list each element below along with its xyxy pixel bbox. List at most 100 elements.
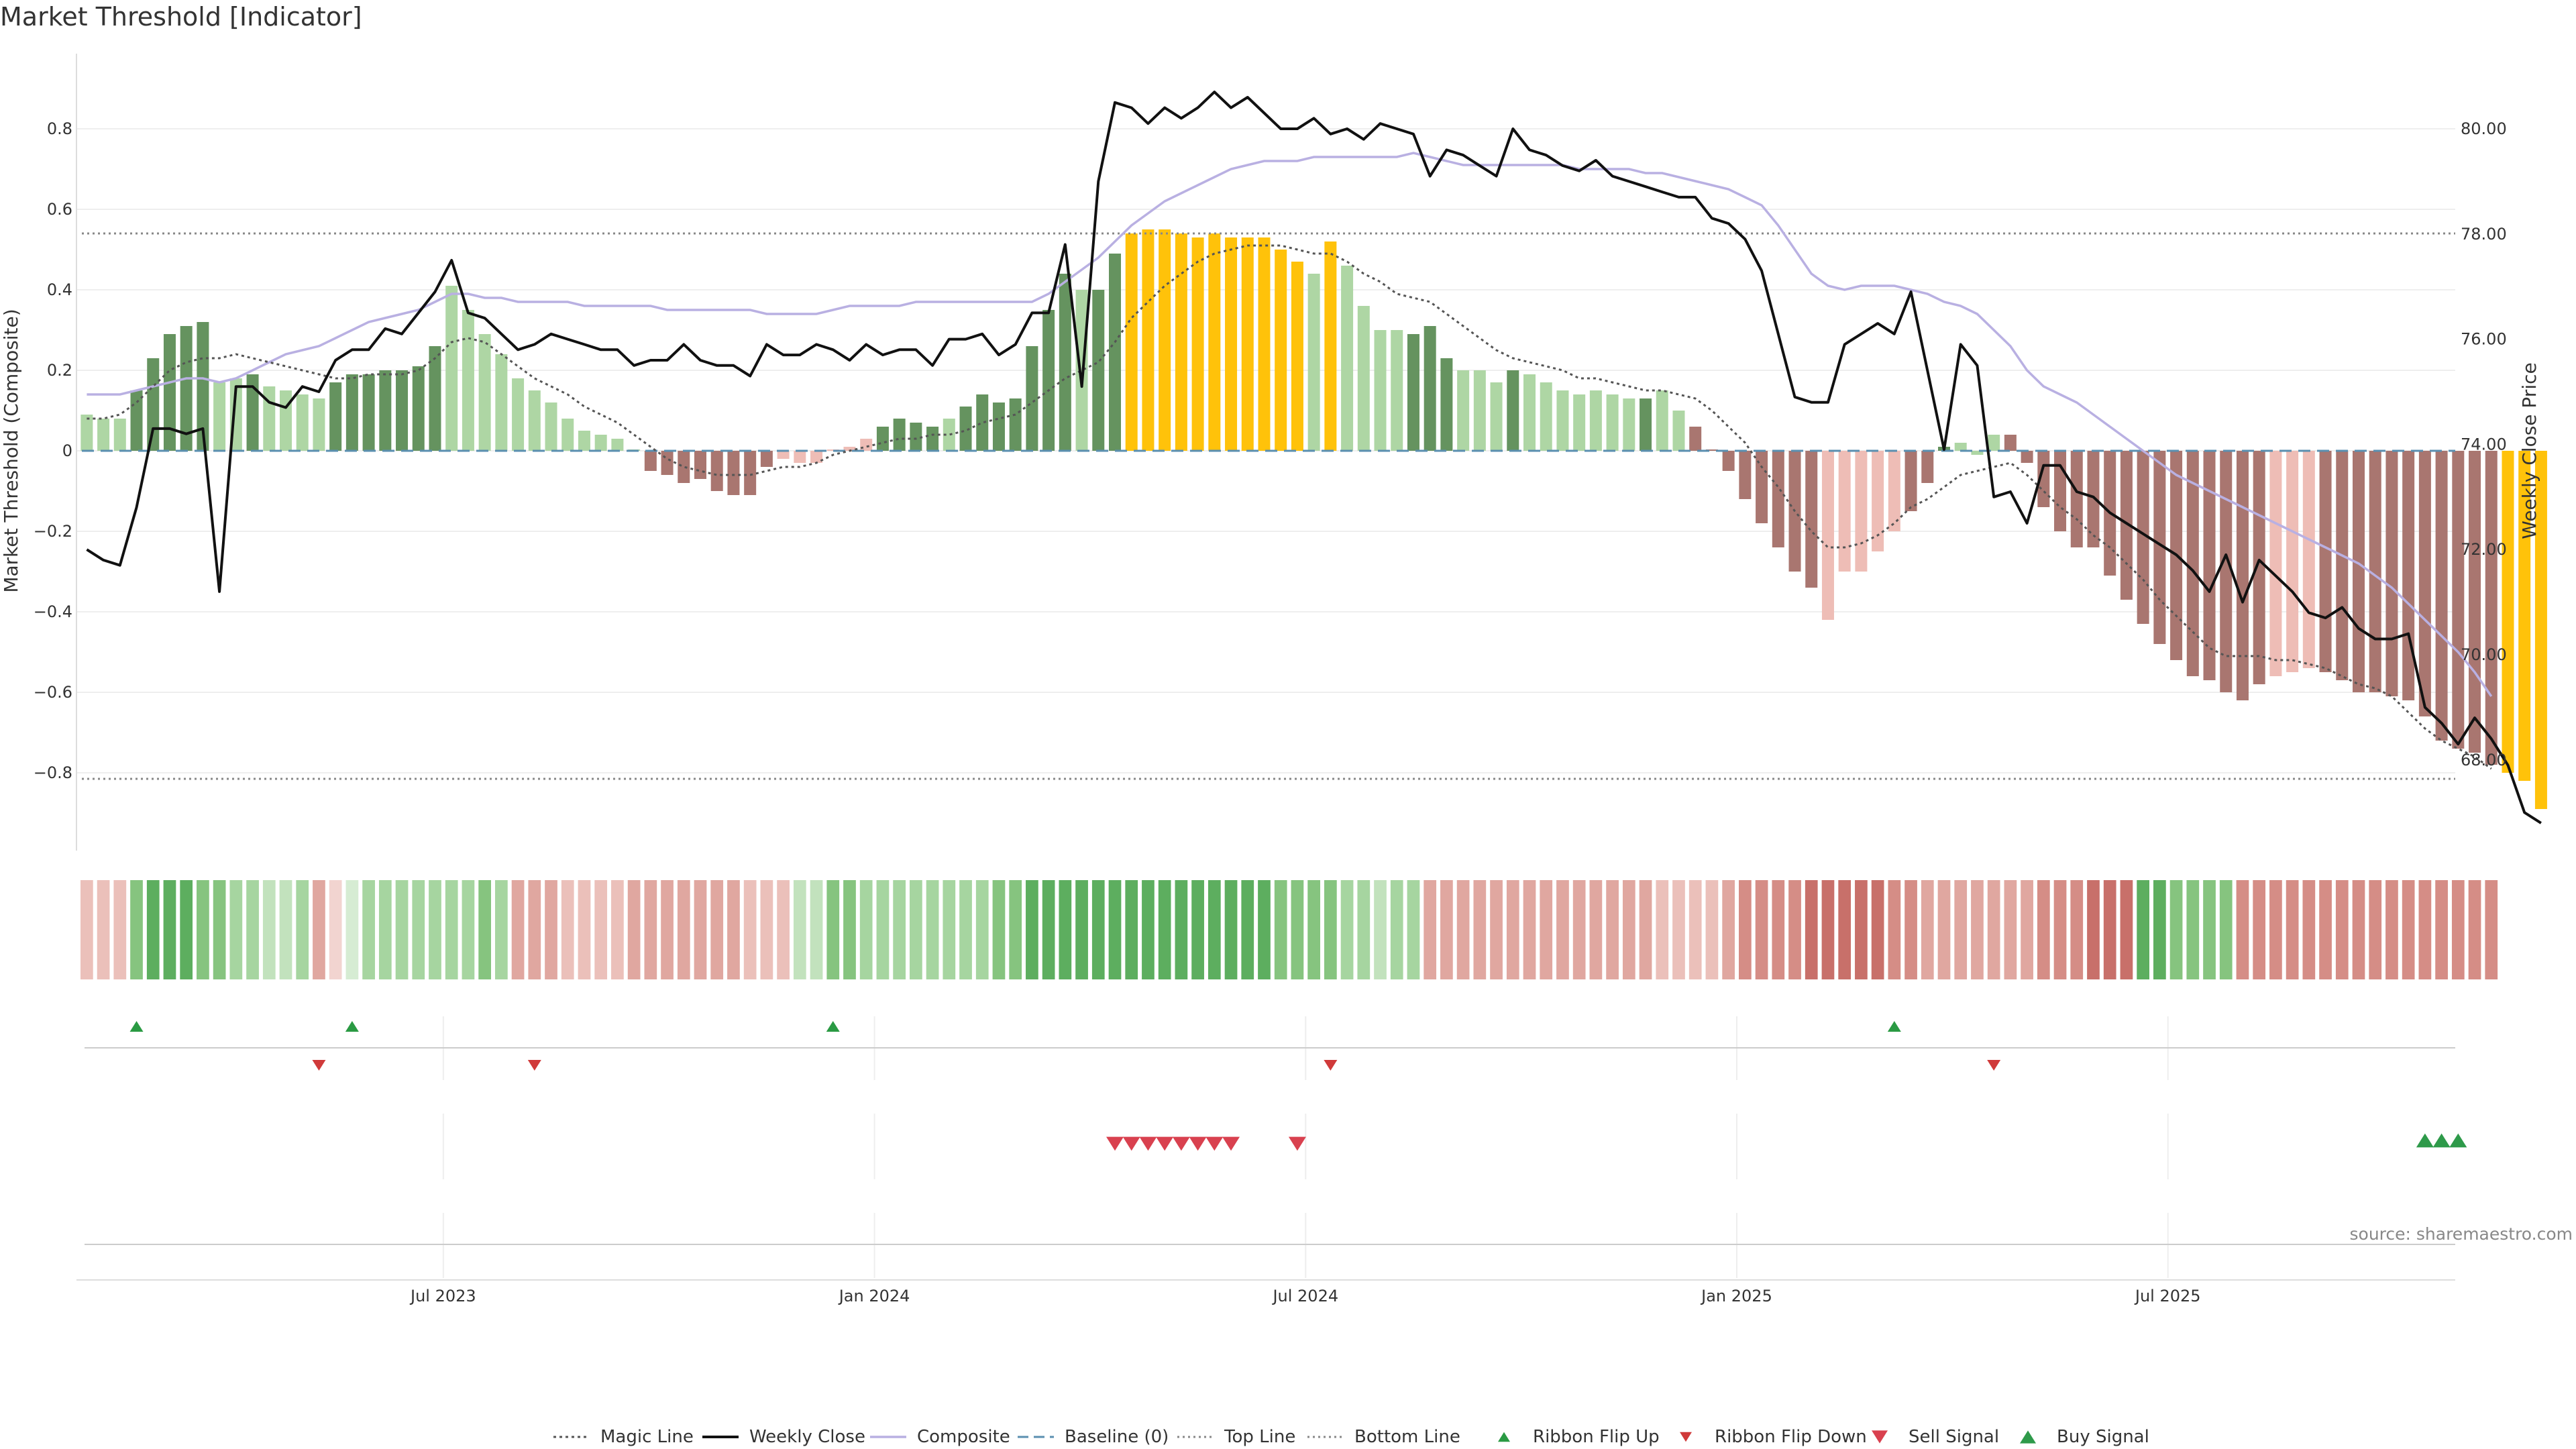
ribbon-cell <box>694 880 707 979</box>
sell-signal-marker <box>1222 1136 1240 1151</box>
ribbon-cell <box>2335 880 2349 979</box>
ribbon-cell <box>876 880 890 979</box>
ribbon-cell <box>743 880 757 979</box>
left-tick-label: 0 <box>62 441 72 460</box>
ribbon-cell <box>1821 880 1835 979</box>
legend-label: Bottom Line <box>1354 1427 1460 1447</box>
composite-bar <box>1159 229 1171 451</box>
axes: 0.8 0.6 0.4 0.2 0 −0.2 −0.4 −0.6 −0.8 80.00 78.00 7… <box>34 54 2507 1305</box>
composite-bar <box>296 394 309 451</box>
composite-bar <box>362 374 375 451</box>
right-tick-label: 70.00 <box>2461 645 2507 664</box>
left-tick-label: −0.2 <box>34 522 72 541</box>
sell-signal-marker <box>1189 1136 1207 1151</box>
composite-bar <box>2120 451 2133 600</box>
composite-bar <box>777 451 790 459</box>
composite-bar <box>2336 451 2349 680</box>
composite-bar <box>2518 451 2531 781</box>
composite-bar <box>2469 451 2481 753</box>
ribbon-cell <box>130 880 143 979</box>
composite-bar <box>594 435 607 451</box>
composite-bar <box>180 326 193 451</box>
composite-bar <box>1092 290 1105 451</box>
ribbon-cell <box>1838 880 1851 979</box>
composite-bar <box>1324 241 1337 451</box>
ribbon-cell <box>146 880 160 979</box>
composite-bar <box>1457 370 1470 451</box>
ribbon-cell <box>2169 880 2183 979</box>
composite-bar <box>611 439 624 451</box>
ribbon-cell <box>1340 880 1354 979</box>
ribbon-cell <box>1705 880 1719 979</box>
ribbon-flip-up-marker <box>826 1021 840 1032</box>
ribbon-cell <box>429 880 441 979</box>
composite-bar <box>197 322 209 451</box>
y-axis-right-label: Weekly Close Price <box>2518 362 2540 539</box>
ribbon-cell <box>2004 880 2017 979</box>
composite-bar <box>2236 451 2249 700</box>
ribbon-cell <box>859 880 873 979</box>
legend-label: Ribbon Flip Down <box>1715 1427 1867 1447</box>
composite-bar <box>2004 435 2017 451</box>
composite-bar <box>727 451 740 495</box>
composite-bar <box>512 378 525 451</box>
ribbon-cell <box>1473 880 1487 979</box>
magic-line <box>87 244 2492 770</box>
ribbon-cell <box>1805 880 1818 979</box>
ribbon-cell <box>1059 880 1072 979</box>
composite-bar <box>462 310 474 451</box>
composite-bar <box>926 427 939 451</box>
composite-bar <box>2369 451 2381 692</box>
ribbon-cell <box>511 880 525 979</box>
sell-signal-marker <box>1156 1136 1174 1151</box>
ribbon-cell <box>296 880 309 979</box>
ribbon-cell <box>1456 880 1470 979</box>
composite-bar <box>113 419 126 451</box>
composite-bar <box>379 370 392 451</box>
ribbon-flip-down-marker <box>527 1060 541 1071</box>
ribbon-cell <box>1556 880 1569 979</box>
ribbon-cell <box>793 880 806 979</box>
right-tick-label: 74.00 <box>2461 435 2507 453</box>
composite-bars <box>80 229 2547 809</box>
ribbon-cell <box>313 880 325 979</box>
ribbon-cell <box>1490 880 1503 979</box>
ribbon-cell <box>1440 880 1453 979</box>
ribbon-cell <box>2219 880 2233 979</box>
ribbon-cell <box>1274 880 1287 979</box>
ribbon-cell <box>1722 880 1735 979</box>
legend-swatch <box>1872 1430 1888 1444</box>
composite-bar <box>826 449 839 451</box>
ribbon-cell <box>1042 880 1055 979</box>
ribbon-cell <box>1921 880 1934 979</box>
ribbon-cell <box>1324 880 1337 979</box>
ribbon-cell <box>1407 880 1420 979</box>
sell-signal-marker <box>1205 1136 1224 1151</box>
composite-bar <box>1756 451 1768 523</box>
composite-bar <box>396 370 409 451</box>
composite-bar <box>263 386 276 451</box>
composite-bar <box>1225 237 1238 451</box>
ribbon-cell <box>213 880 226 979</box>
ribbon-cell <box>611 880 624 979</box>
composite-bar <box>1208 233 1221 451</box>
ribbon-cell <box>1506 880 1519 979</box>
ribbon-cell <box>362 880 375 979</box>
ribbon-cell <box>959 880 972 979</box>
composite-bar <box>1042 310 1055 451</box>
ribbon-cell <box>710 880 724 979</box>
composite-bar <box>313 398 325 451</box>
x-tick-label: Jul 2024 <box>1271 1287 1338 1305</box>
ribbon-cell <box>727 880 740 979</box>
composite-bar <box>329 382 342 451</box>
ribbon-cell <box>661 880 674 979</box>
y-axis-left-label: Market Threshold (Composite) <box>0 309 22 592</box>
ribbon-cell <box>926 880 939 979</box>
composite-bar <box>2534 451 2547 809</box>
composite-bar <box>1904 451 1917 511</box>
ribbon-cell <box>1523 880 1536 979</box>
composite-bar <box>1838 451 1851 572</box>
composite-bar <box>2385 451 2398 696</box>
ribbon-cell <box>2485 880 2498 979</box>
